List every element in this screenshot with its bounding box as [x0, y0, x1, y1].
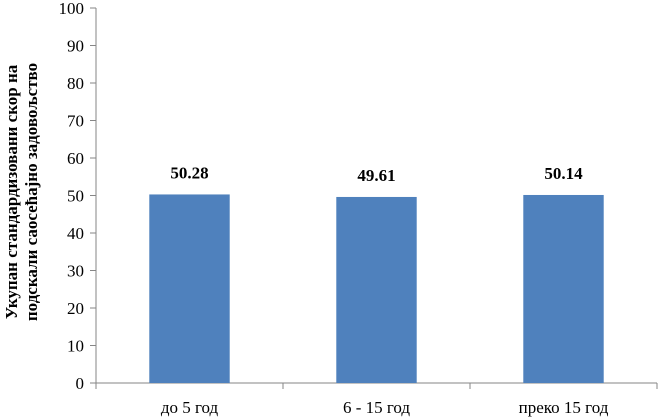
- y-tick-label: 30: [67, 262, 84, 281]
- bar: [149, 194, 230, 383]
- y-axis-title: Укупан стандардизовани скор на подскали …: [2, 63, 41, 321]
- y-tick-label: 50: [67, 187, 84, 206]
- bar: [523, 194, 604, 383]
- y-tick-label: 80: [67, 74, 84, 93]
- data-label: 50.14: [544, 164, 583, 183]
- bars: [149, 194, 604, 383]
- y-axis: 0 10 20 30 40 50 60 70 80 90 100: [59, 0, 97, 393]
- y-axis-title-line-2: подскали саосећајно задовољство: [22, 63, 41, 321]
- x-tick-label: до 5 год: [161, 398, 219, 417]
- x-tick-label: 6 - 15 год: [343, 398, 410, 417]
- bar: [336, 196, 417, 383]
- data-label: 49.61: [357, 166, 395, 185]
- x-axis: до 5 год 6 - 15 год преко 15 год: [95, 382, 658, 417]
- y-tick-label: 60: [67, 149, 84, 168]
- y-tick-label: 40: [67, 224, 84, 243]
- data-labels: 50.28 49.61 50.14: [170, 163, 583, 185]
- y-axis-title-line-1: Укупан стандардизовани скор на: [2, 64, 21, 319]
- data-label: 50.28: [170, 163, 208, 182]
- y-tick-label: 10: [67, 337, 84, 356]
- y-tick-label: 100: [59, 0, 85, 18]
- y-tick-label: 90: [67, 37, 84, 56]
- y-tick-label: 70: [67, 112, 84, 131]
- y-tick-label: 0: [76, 374, 85, 393]
- x-tick-label: преко 15 год: [519, 398, 609, 417]
- y-tick-label: 20: [67, 299, 84, 318]
